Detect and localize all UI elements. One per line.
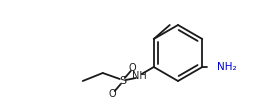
Text: S: S [119, 76, 126, 86]
Text: NH₂: NH₂ [217, 62, 237, 72]
Text: O: O [109, 89, 117, 99]
Text: NH: NH [132, 71, 147, 81]
Text: O: O [129, 63, 137, 73]
